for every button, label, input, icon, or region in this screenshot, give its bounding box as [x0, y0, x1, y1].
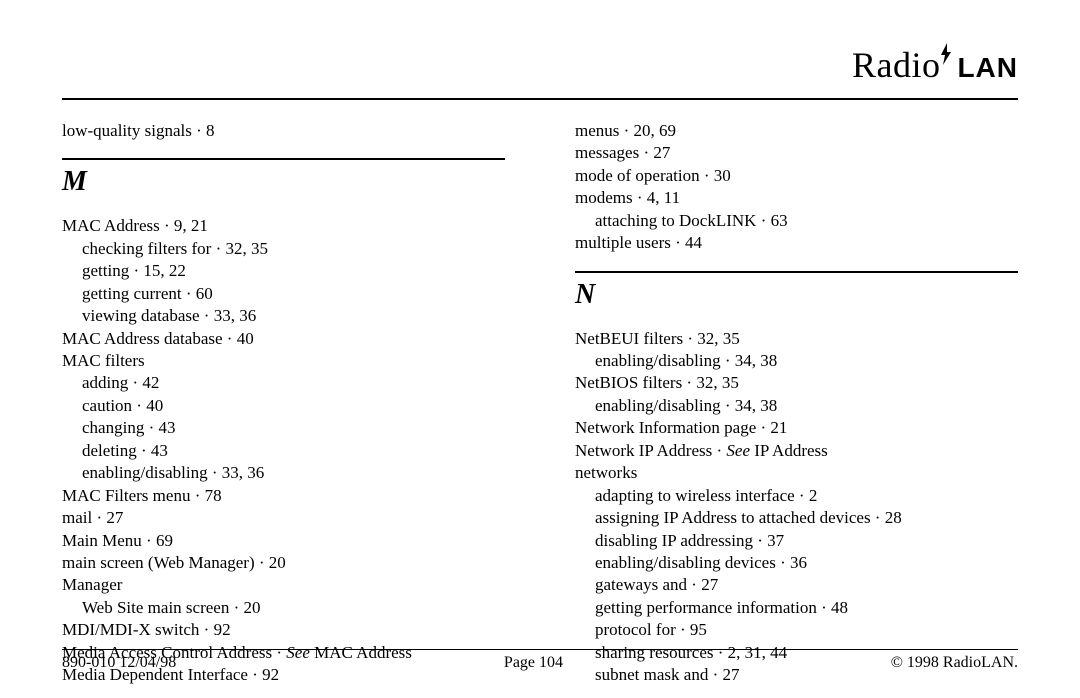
index-entry: getting performance information · 48	[575, 597, 1018, 619]
index-entry: deleting · 43	[62, 440, 505, 462]
index-entry: low-quality signals · 8	[62, 120, 505, 142]
index-entry: enabling/disabling devices · 36	[575, 552, 1018, 574]
column-right: menus · 20, 69messages · 27mode of opera…	[575, 120, 1018, 642]
index-entry: adapting to wireless interface · 2	[575, 485, 1018, 507]
index-entry: checking filters for · 32, 35	[62, 238, 505, 260]
index-entry: messages · 27	[575, 142, 1018, 164]
index-entry: Network Information page · 21	[575, 417, 1018, 439]
lightning-icon	[938, 43, 954, 65]
index-entry: attaching to DockLINK · 63	[575, 210, 1018, 232]
index-entry: Web Site main screen · 20	[62, 597, 505, 619]
section-rule	[62, 158, 505, 160]
index-entry: enabling/disabling · 33, 36	[62, 462, 505, 484]
index-entry: enabling/disabling · 34, 38	[575, 395, 1018, 417]
index-entry: NetBIOS filters · 32, 35	[575, 372, 1018, 394]
index-entry: getting current · 60	[62, 283, 505, 305]
index-entry: enabling/disabling · 34, 38	[575, 350, 1018, 372]
index-entry: MAC Filters menu · 78	[62, 485, 505, 507]
index-entry: MDI/MDI-X switch · 92	[62, 619, 505, 641]
index-entry: Main Menu · 69	[62, 530, 505, 552]
footer-copyright: © 1998 RadioLAN.	[891, 654, 1018, 672]
index-entry: gateways and · 27	[575, 574, 1018, 596]
index-entry: caution · 40	[62, 395, 505, 417]
page-footer: 890-010 12/04/98 Page 104 © 1998 RadioLA…	[62, 649, 1018, 672]
header-rule	[62, 98, 1018, 100]
index-entry: networks	[575, 462, 1018, 484]
brand-part1: Radio	[852, 44, 941, 86]
section-heading: N	[575, 277, 1018, 314]
index-entry: main screen (Web Manager) · 20	[62, 552, 505, 574]
index-entry: MAC Address database · 40	[62, 328, 505, 350]
index-content: low-quality signals · 8 M MAC Address · 9,…	[62, 120, 1018, 642]
footer-doc-id: 890-010 12/04/98	[62, 654, 176, 672]
index-entry: Manager	[62, 574, 505, 596]
section-rule	[575, 271, 1018, 273]
index-entry: mail · 27	[62, 507, 505, 529]
index-entry: mode of operation · 30	[575, 165, 1018, 187]
index-entry: MAC filters	[62, 350, 505, 372]
footer-page-number: Page 104	[504, 654, 563, 672]
index-entry: assigning IP Address to attached devices…	[575, 507, 1018, 529]
column-left: low-quality signals · 8 M MAC Address · 9,…	[62, 120, 505, 642]
index-entry: disabling IP addressing · 37	[575, 530, 1018, 552]
index-entry: viewing database · 33, 36	[62, 305, 505, 327]
index-entry: multiple users · 44	[575, 232, 1018, 254]
section-heading: M	[62, 164, 505, 201]
index-entry: protocol for · 95	[575, 619, 1018, 641]
brand-logo: Radio LAN	[852, 44, 1018, 86]
index-entry: getting · 15, 22	[62, 260, 505, 282]
page: Radio LAN low-quality signals · 8 M MAC Ad…	[0, 0, 1080, 698]
index-entry: changing · 43	[62, 417, 505, 439]
index-entry: adding · 42	[62, 372, 505, 394]
index-entry: menus · 20, 69	[575, 120, 1018, 142]
index-entry: modems · 4, 11	[575, 187, 1018, 209]
index-entry: MAC Address · 9, 21	[62, 215, 505, 237]
see-reference: See	[726, 441, 750, 460]
brand-part2: LAN	[957, 52, 1018, 84]
index-entry: NetBEUI filters · 32, 35	[575, 328, 1018, 350]
index-entry: Network IP Address · See IP Address	[575, 440, 1018, 462]
